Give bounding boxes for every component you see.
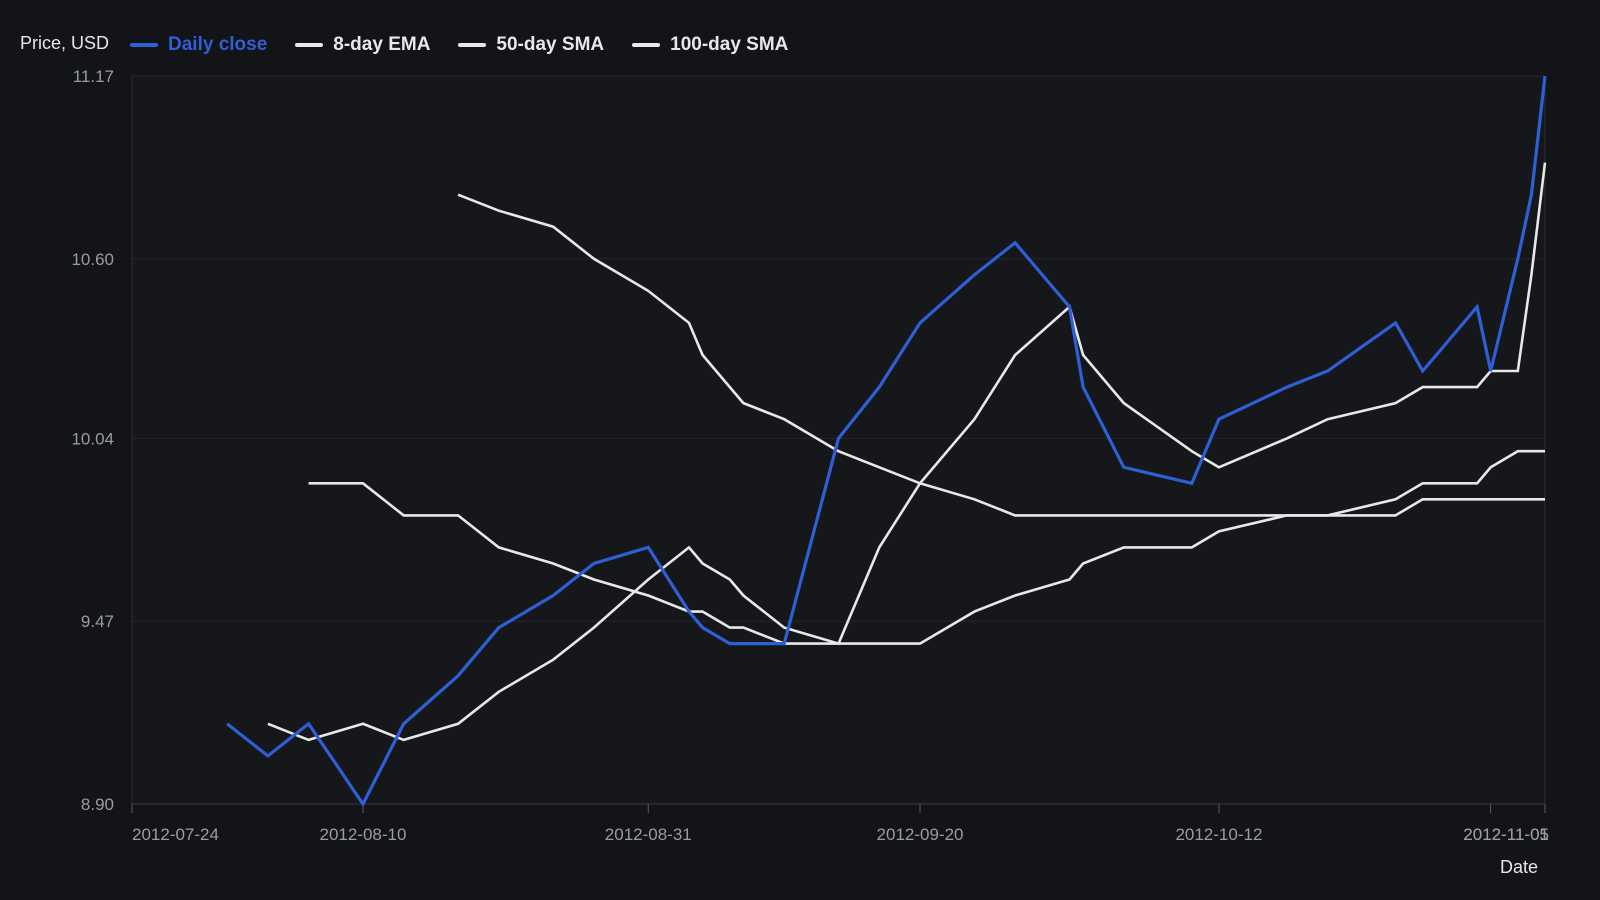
legend-swatch-daily-close (130, 43, 158, 47)
x-tick-label: 2012-10-12 (1175, 825, 1262, 844)
legend-item-50-day-sma[interactable]: 50-day SMA (458, 34, 604, 56)
y-axis-label: Price, USD (20, 33, 110, 53)
legend-label-100-day-sma: 100-day SMA (670, 34, 789, 55)
legend: Daily close 8-day EMA 50-day SMA 100-day… (130, 34, 788, 56)
legend-swatch-100-day-sma (632, 43, 661, 47)
legend-item-8-day-ema[interactable]: 8-day EMA (295, 34, 430, 56)
x-tick-label: 2012-11-01 (1463, 825, 1549, 844)
x-tick-label: 2012-08-10 (319, 825, 406, 844)
x-tick-label: 2012-09-20 (877, 825, 964, 844)
y-tick-label: 9.47 (81, 612, 114, 631)
legend-label-8-day-ema: 8-day EMA (333, 34, 431, 55)
x-tick-label: 2012-07-24 (132, 825, 219, 844)
series-line-8-day-ema (267, 162, 1547, 742)
y-tick-label: 10.60 (71, 250, 114, 269)
x-axis-label: Date (1500, 857, 1539, 877)
y-tick-label: 8.90 (81, 795, 114, 814)
x-tick-label: 2012-08-31 (605, 825, 692, 844)
series-line-50-day-sma (457, 193, 1545, 517)
legend-swatch-8-day-ema (295, 43, 324, 47)
series-line-100-day-sma (308, 449, 1545, 645)
series-line-daily-close (226, 75, 1547, 808)
y-tick-label: 11.17 (73, 67, 114, 86)
legend-item-daily-close[interactable]: Daily close (130, 34, 267, 56)
legend-swatch-50-day-sma (458, 43, 487, 47)
legend-label-50-day-sma: 50-day SMA (496, 34, 605, 55)
y-tick-label: 10.04 (71, 429, 114, 448)
x-tick-label: 2012-11-05 (1463, 825, 1549, 844)
legend-item-100-day-sma[interactable]: 100-day SMA (632, 34, 788, 56)
legend-label-daily-close: Daily close (168, 34, 268, 55)
